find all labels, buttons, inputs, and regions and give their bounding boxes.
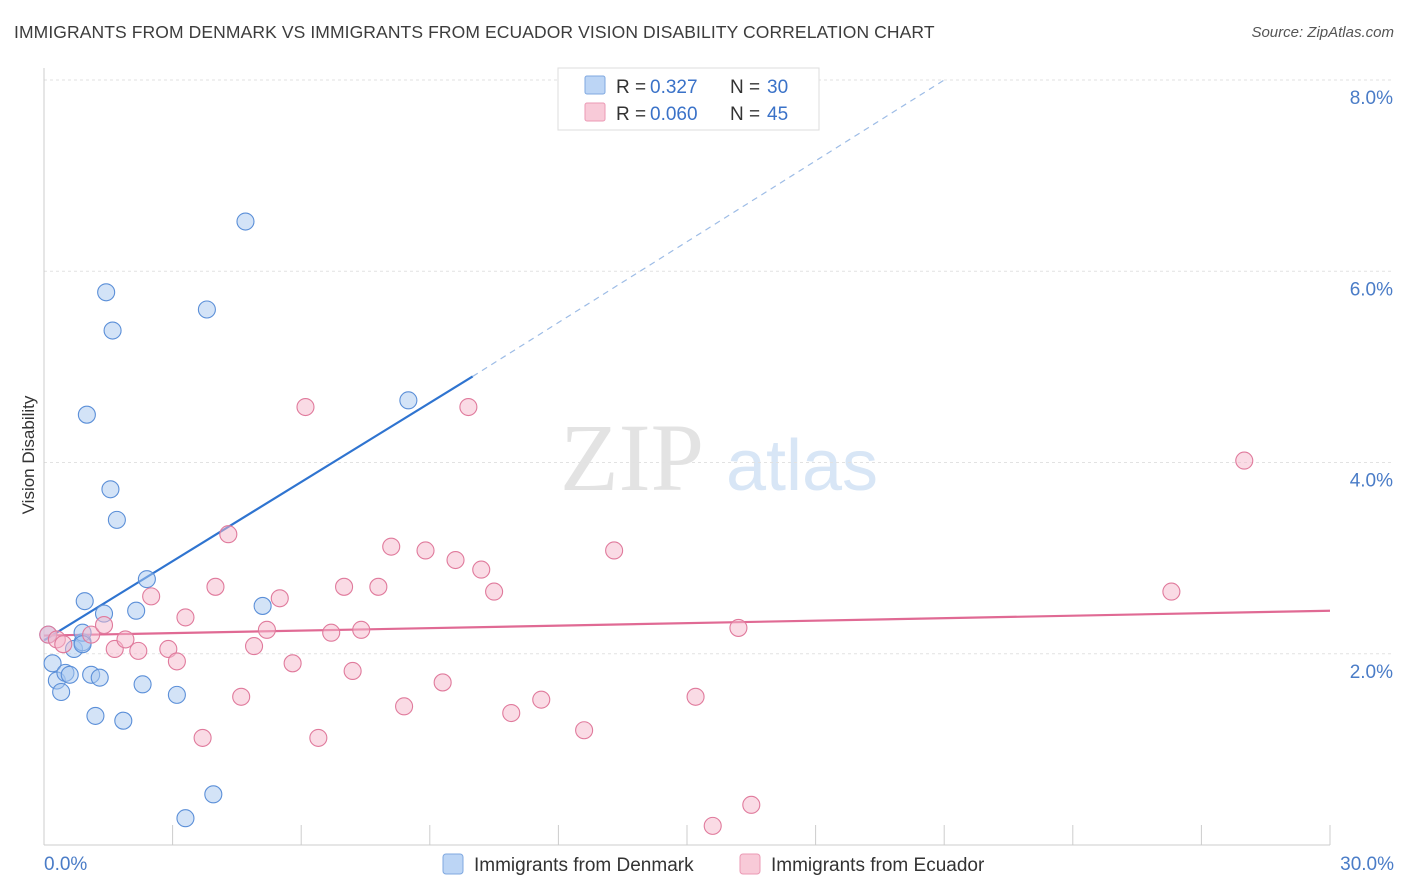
data-point	[77, 405, 96, 424]
grid-lines	[44, 79, 1392, 655]
data-point	[90, 668, 109, 687]
data-point	[253, 596, 272, 615]
data-point	[176, 608, 195, 627]
data-point	[193, 728, 212, 747]
trend-line-0	[43, 375, 474, 642]
data-point	[605, 541, 624, 560]
legend-r-label-ecuador: R =	[616, 104, 646, 125]
y-axis-label: Vision Disability	[19, 395, 38, 514]
legend-swatch-ecuador	[584, 102, 606, 122]
data-point	[75, 592, 94, 611]
legend-r-label-denmark: R =	[616, 77, 646, 98]
data-point	[116, 630, 135, 649]
data-point	[1162, 582, 1181, 601]
data-point	[703, 816, 722, 835]
data-point	[309, 728, 328, 747]
data-point	[742, 795, 761, 814]
data-point	[232, 687, 251, 706]
data-point	[54, 635, 73, 654]
trend-lines	[43, 79, 1331, 642]
watermark-atlas: atlas	[726, 426, 878, 506]
watermark-zip: ZIP	[560, 404, 704, 511]
data-point	[686, 687, 705, 706]
data-point	[142, 587, 161, 606]
legend-r-value-ecuador: 0.060	[650, 104, 698, 125]
legend-swatch-denmark	[584, 75, 606, 95]
x-tick-label-min: 0.0%	[44, 854, 87, 875]
data-point	[114, 711, 133, 730]
data-point	[176, 809, 195, 828]
data-point	[446, 550, 465, 570]
chart-title: IMMIGRANTS FROM DENMARK VS IMMIGRANTS FR…	[14, 22, 935, 42]
legend-bottom-label-denmark: Immigrants from Denmark	[474, 855, 694, 876]
data-point	[296, 397, 315, 417]
trend-line-extension-0	[472, 79, 945, 377]
data-point	[52, 682, 71, 702]
data-points	[39, 212, 1254, 835]
data-point	[137, 570, 156, 589]
legend-top: R = 0.327 N = 30 R = 0.060 N = 45	[557, 67, 820, 131]
legend-bottom-label-ecuador: Immigrants from Ecuador	[771, 855, 985, 876]
source-label: Source: ZipAtlas.com	[1251, 24, 1394, 41]
data-point	[197, 300, 216, 319]
data-point	[94, 616, 114, 635]
data-point	[86, 706, 105, 725]
data-point	[369, 577, 388, 596]
legend-bottom: Immigrants from Denmark Immigrants from …	[442, 853, 985, 876]
data-point	[244, 637, 264, 656]
data-point	[129, 641, 148, 660]
data-point	[43, 654, 62, 673]
data-point	[127, 601, 146, 620]
data-point	[729, 618, 748, 637]
data-point	[133, 675, 152, 694]
y-tick-label: 4.0%	[1350, 471, 1393, 492]
data-point	[206, 577, 225, 596]
data-point	[532, 690, 551, 709]
data-point	[159, 639, 178, 659]
data-point	[322, 623, 341, 642]
data-point	[352, 620, 371, 639]
data-point	[382, 537, 401, 556]
data-point	[472, 560, 491, 579]
legend-n-value-ecuador: 45	[767, 104, 788, 125]
data-point	[416, 541, 435, 560]
data-point	[485, 582, 504, 601]
legend-n-label-ecuador: N =	[730, 104, 760, 125]
data-point	[335, 577, 354, 596]
legend-bottom-swatch-denmark	[442, 853, 464, 875]
data-point	[101, 480, 120, 499]
data-point	[433, 673, 452, 692]
y-tick-label: 2.0%	[1350, 662, 1393, 683]
data-point	[97, 283, 116, 302]
axes: 2.0% 4.0% 6.0% 8.0%	[43, 68, 1393, 846]
legend-r-value-denmark: 0.327	[650, 77, 698, 98]
y-tick-label: 6.0%	[1350, 279, 1393, 300]
data-point	[60, 665, 79, 684]
data-point	[82, 625, 101, 644]
data-point	[283, 654, 302, 673]
data-point	[1235, 451, 1254, 470]
data-point	[395, 697, 414, 716]
data-point	[167, 652, 186, 671]
y-tick-label: 8.0%	[1350, 88, 1393, 109]
legend-n-value-denmark: 30	[767, 77, 788, 98]
data-point	[459, 397, 478, 417]
legend-n-label-denmark: N =	[730, 77, 760, 98]
legend-bottom-swatch-ecuador	[739, 853, 761, 875]
data-point	[575, 721, 594, 740]
x-tick-label-max: 30.0%	[1340, 854, 1394, 875]
data-point	[204, 785, 223, 804]
data-point	[270, 589, 289, 608]
data-point	[343, 661, 362, 681]
trend-line-1	[43, 609, 1331, 637]
data-point	[502, 703, 521, 723]
data-point	[236, 212, 255, 231]
data-point	[167, 685, 186, 704]
data-point	[399, 391, 418, 410]
data-point	[219, 525, 238, 544]
data-point	[257, 620, 276, 639]
data-point	[103, 321, 122, 340]
data-point	[107, 510, 126, 529]
